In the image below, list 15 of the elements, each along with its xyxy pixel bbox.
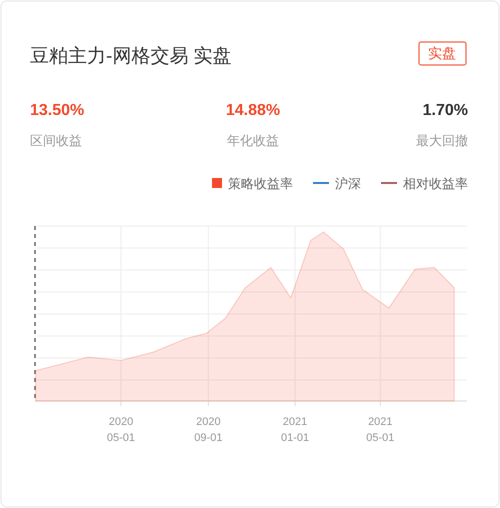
text: 1.70%: [422, 102, 468, 119]
legend-label: 沪深: [335, 176, 361, 191]
text: 豆粕主力-网格交易 实盘: [30, 45, 232, 67]
text: 14.88%: [226, 102, 280, 119]
x-tick-label: 2021 01-01: [280, 416, 310, 444]
legend-label: 相对收益率: [403, 176, 468, 191]
text: 区间收益: [30, 133, 82, 148]
text: 年化收益: [227, 133, 279, 148]
text: 最大回撤: [416, 133, 468, 148]
x-tick-label: 2020 09-01: [194, 416, 222, 444]
x-tick-label: 2021 05-01: [366, 416, 394, 444]
legend-label: 策略收益率: [228, 176, 293, 191]
x-tick-label: 2020 05-01: [106, 416, 136, 444]
text: 实盘: [428, 45, 456, 61]
text: 13.50%: [30, 102, 84, 119]
